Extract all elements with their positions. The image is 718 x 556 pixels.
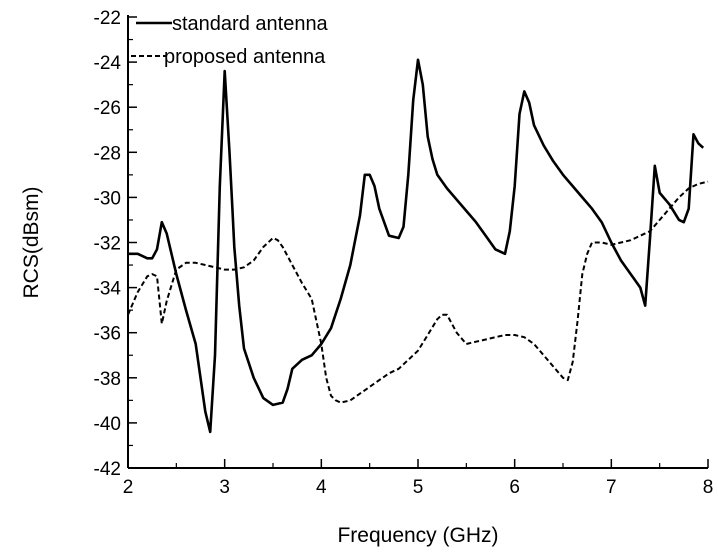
y-axis-ticks: -42 -40 -38 -36 -34 -32 -30 -28 -26 -24 -22 <box>94 8 137 480</box>
x-tick-label: 2 <box>123 477 134 498</box>
x-tick-label: 6 <box>509 477 520 498</box>
y-tick-label: -22 <box>94 8 121 29</box>
x-axis-ticks: 2 3 4 5 6 7 8 <box>123 459 714 498</box>
x-tick-label: 4 <box>316 477 327 498</box>
series-layer <box>127 58 709 434</box>
y-tick-label: -38 <box>94 369 121 390</box>
y-tick-label: -42 <box>94 459 121 480</box>
y-tick-label: -30 <box>94 188 121 209</box>
y-tick-label: -34 <box>94 279 122 300</box>
x-tick-label: 7 <box>606 477 617 498</box>
y-axis-title: RCS(dBsm) <box>20 186 43 298</box>
series-line-proposed-antenna <box>127 180 709 404</box>
y-tick-label: -40 <box>94 414 121 435</box>
x-axis-title: Frequency (GHz) <box>337 524 498 547</box>
y-tick-label: -32 <box>94 234 121 255</box>
legend: standard antenna proposed antenna <box>131 13 329 68</box>
series-line-standard-antenna <box>128 58 705 434</box>
x-tick-label: 3 <box>219 477 230 498</box>
x-tick-label: 8 <box>703 477 714 498</box>
legend-label-proposed-antenna: proposed antenna <box>164 46 326 68</box>
x-tick-label: 5 <box>413 477 424 498</box>
y-tick-label: -36 <box>94 324 121 345</box>
legend-label-standard-antenna: standard antenna <box>172 13 329 35</box>
y-tick-label: -26 <box>94 98 121 119</box>
y-tick-label: -24 <box>94 53 122 74</box>
y-tick-label: -28 <box>94 143 121 164</box>
